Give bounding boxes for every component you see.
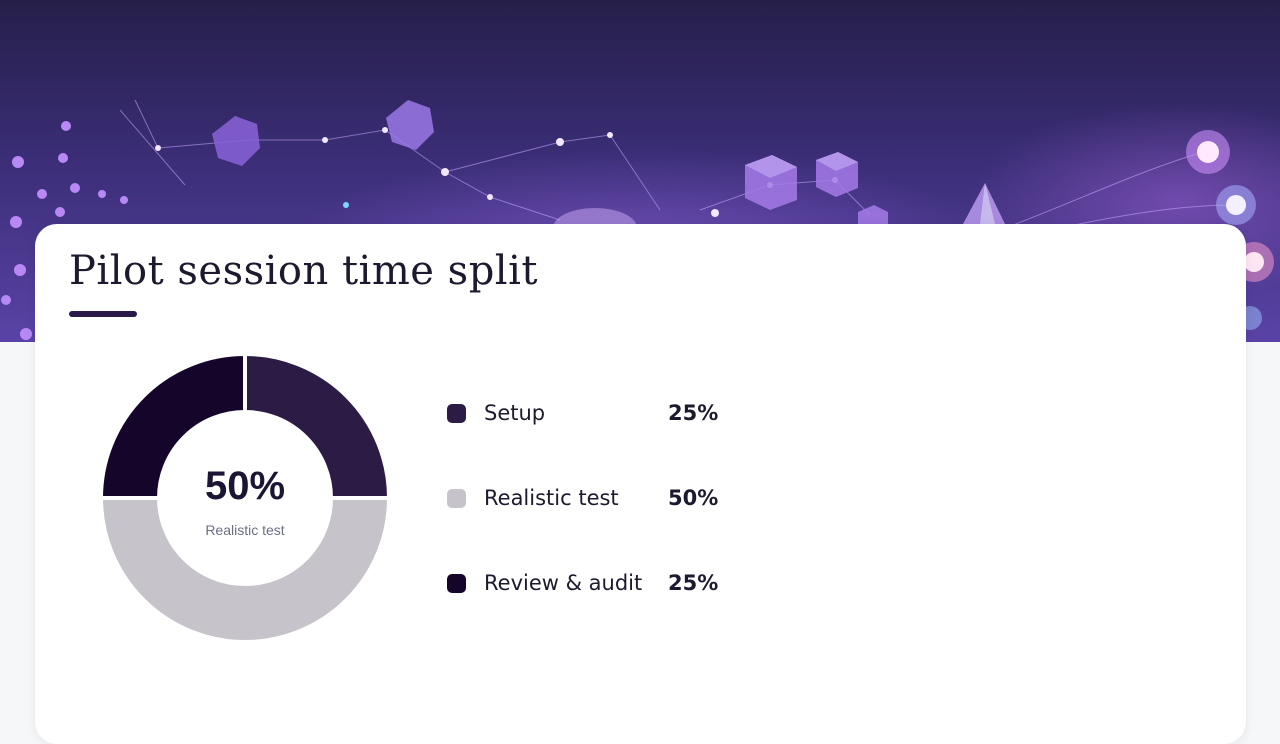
donut-center-value: 50% <box>204 464 286 508</box>
page-title: Pilot session time split <box>69 248 538 294</box>
content-card: Pilot session time split 50% Realistic t… <box>35 224 1246 744</box>
legend-item-setup: Setup 25% <box>447 394 767 434</box>
legend-label: Realistic test <box>484 486 619 510</box>
legend-swatch <box>447 404 466 423</box>
legend-swatch <box>447 574 466 593</box>
legend-item-realistic-test: Realistic test 50% <box>447 479 767 519</box>
donut-slice-review-audit <box>99 352 247 500</box>
title-underline <box>69 311 137 317</box>
legend-item-review-audit: Review & audit 25% <box>447 564 767 604</box>
legend-value: 25% <box>668 571 719 595</box>
network-illustration <box>1 99 1274 340</box>
donut-center-label: Realistic test <box>205 522 285 538</box>
legend-value: 25% <box>668 401 719 425</box>
legend-value: 50% <box>668 486 719 510</box>
legend-label: Review & audit <box>484 571 643 595</box>
donut-slice-setup <box>243 352 391 500</box>
donut-chart <box>99 352 391 644</box>
donut-slice-realistic-test <box>99 496 391 644</box>
legend-label: Setup <box>484 401 546 425</box>
legend-swatch <box>447 489 466 508</box>
